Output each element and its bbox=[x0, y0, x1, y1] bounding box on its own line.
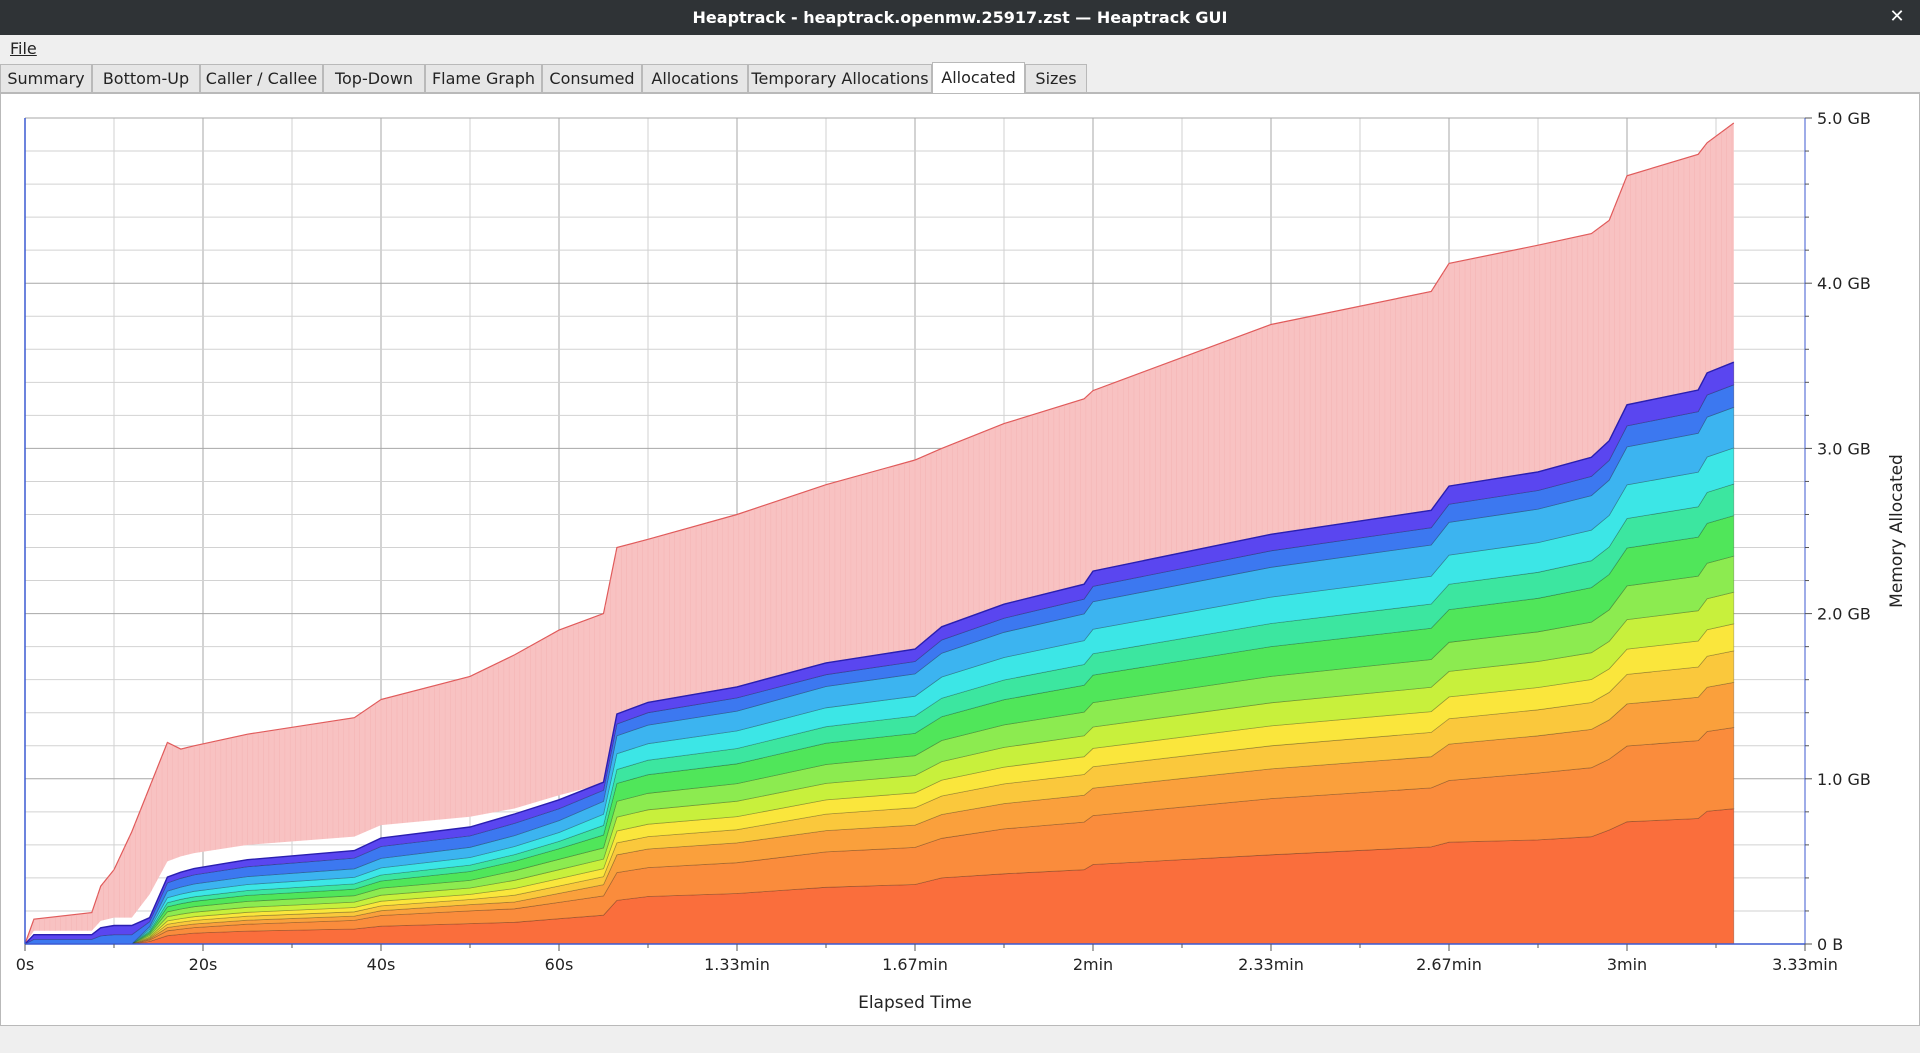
axes: 0s 20s 40s 60s 1.33min 1.67min 2min 2.33min 2.67… bbox=[16, 109, 1871, 974]
tab-allocated[interactable]: Allocated bbox=[932, 62, 1025, 93]
x-tick-label: 2.33min bbox=[1238, 955, 1304, 974]
y-tick-label: 1.0 GB bbox=[1817, 770, 1871, 789]
y-axis-label: Memory Allocated bbox=[1887, 454, 1907, 608]
tab-consumed[interactable]: Consumed bbox=[542, 64, 642, 92]
menu-bar: File bbox=[0, 35, 1920, 62]
y-tick-label: 4.0 GB bbox=[1817, 274, 1871, 293]
y-tick-label: 3.0 GB bbox=[1817, 439, 1871, 458]
close-icon[interactable]: ✕ bbox=[1889, 6, 1905, 27]
y-tick-label: 2.0 GB bbox=[1817, 605, 1871, 624]
menu-file[interactable]: File bbox=[10, 39, 37, 58]
series-yellow-orange-area bbox=[25, 650, 1735, 945]
status-bar bbox=[0, 1026, 1920, 1053]
window-title: Heaptrack - heaptrack.openmw.25917.zst —… bbox=[692, 8, 1228, 27]
tab-caller-callee[interactable]: Caller / Callee bbox=[200, 64, 323, 92]
series-remainder-area bbox=[25, 123, 1734, 944]
tab-bottom-up[interactable]: Bottom-Up bbox=[92, 64, 200, 92]
x-tick-label: 60s bbox=[545, 955, 574, 974]
allocated-chart-panel: 0s 20s 40s 60s 1.33min 1.67min 2min 2.33min 2.67… bbox=[0, 93, 1920, 1026]
x-tick-label: 3min bbox=[1607, 955, 1647, 974]
tab-allocations[interactable]: Allocations bbox=[642, 64, 748, 92]
x-tick-label: 40s bbox=[367, 955, 396, 974]
allocated-chart[interactable]: 0s 20s 40s 60s 1.33min 1.67min 2min 2.33min 2.67… bbox=[1, 94, 1919, 1025]
tab-summary[interactable]: Summary bbox=[0, 64, 92, 92]
x-axis-label: Elapsed Time bbox=[858, 993, 972, 1013]
series-remainder-line bbox=[24, 122, 1735, 945]
x-tick-label: 2.67min bbox=[1416, 955, 1482, 974]
x-tick-label: 3.33min bbox=[1772, 955, 1838, 974]
tab-temporary-allocations[interactable]: Temporary Allocations bbox=[748, 64, 932, 92]
tab-bar: Summary Bottom-Up Caller / Callee Top-Do… bbox=[0, 62, 1920, 93]
x-tick-label: 1.67min bbox=[882, 955, 948, 974]
x-tick-label: 0s bbox=[16, 955, 35, 974]
x-tick-label: 20s bbox=[189, 955, 218, 974]
colored-stack-outline bbox=[24, 361, 1735, 945]
tab-top-down[interactable]: Top-Down bbox=[323, 64, 425, 92]
window-titlebar: Heaptrack - heaptrack.openmw.25917.zst —… bbox=[0, 0, 1920, 35]
tab-flame-graph[interactable]: Flame Graph bbox=[425, 64, 542, 92]
series-sky-blue-area bbox=[25, 406, 1735, 945]
y-tick-label: 0 B bbox=[1817, 935, 1843, 954]
tab-sizes[interactable]: Sizes bbox=[1025, 64, 1087, 92]
series-blue-area bbox=[24, 384, 1735, 945]
area-series bbox=[24, 122, 1735, 945]
x-tick-label: 2min bbox=[1073, 955, 1113, 974]
x-tick-label: 1.33min bbox=[704, 955, 770, 974]
y-tick-label: 5.0 GB bbox=[1817, 109, 1871, 128]
